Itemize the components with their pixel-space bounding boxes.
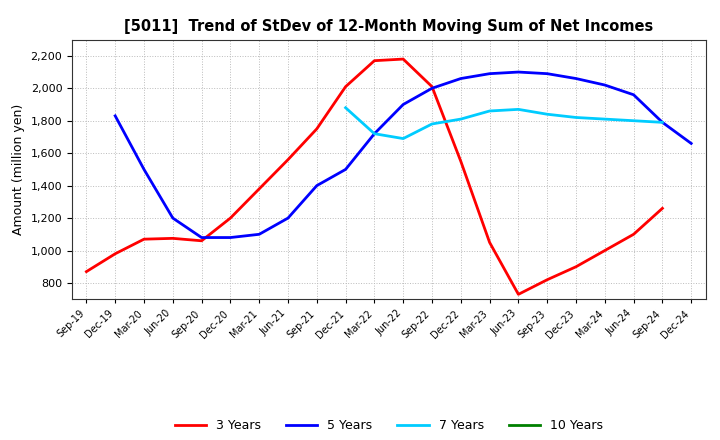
3 Years [456,159,465,164]
5 Years [226,235,235,240]
3 Years [629,231,638,237]
7 Years [428,121,436,127]
5 Years [456,76,465,81]
5 Years [284,216,292,221]
5 Years [514,70,523,75]
5 Years [197,235,206,240]
3 Years [341,84,350,89]
3 Years [168,236,177,241]
3 Years [572,264,580,269]
Title: [5011]  Trend of StDev of 12-Month Moving Sum of Net Incomes: [5011] Trend of StDev of 12-Month Moving… [124,19,654,34]
3 Years [514,292,523,297]
5 Years [428,86,436,91]
5 Years [312,183,321,188]
5 Years [168,216,177,221]
Y-axis label: Amount (million yen): Amount (million yen) [12,104,25,235]
3 Years [600,248,609,253]
Line: 7 Years: 7 Years [346,108,662,139]
3 Years [284,157,292,162]
3 Years [111,251,120,257]
3 Years [485,240,494,245]
7 Years [572,115,580,120]
3 Years [140,237,148,242]
7 Years [370,131,379,136]
5 Years [629,92,638,97]
7 Years [629,118,638,123]
7 Years [341,105,350,110]
3 Years [370,58,379,63]
7 Years [543,112,552,117]
3 Years [82,269,91,274]
3 Years [658,205,667,211]
5 Years [255,231,264,237]
Line: 3 Years: 3 Years [86,59,662,294]
7 Years [658,120,667,125]
5 Years [572,76,580,81]
3 Years [197,238,206,243]
5 Years [341,167,350,172]
5 Years [543,71,552,76]
5 Years [140,167,148,172]
3 Years [543,277,552,282]
3 Years [399,56,408,62]
Line: 5 Years: 5 Years [115,72,691,238]
7 Years [485,108,494,114]
5 Years [600,82,609,88]
3 Years [226,216,235,221]
7 Years [456,117,465,122]
Legend: 3 Years, 5 Years, 7 Years, 10 Years: 3 Years, 5 Years, 7 Years, 10 Years [170,414,608,437]
5 Years [370,131,379,136]
5 Years [485,71,494,76]
7 Years [514,107,523,112]
3 Years [428,84,436,89]
5 Years [399,102,408,107]
3 Years [255,186,264,191]
7 Years [600,117,609,122]
5 Years [658,120,667,125]
5 Years [687,141,696,146]
7 Years [399,136,408,141]
5 Years [111,113,120,118]
3 Years [312,126,321,132]
